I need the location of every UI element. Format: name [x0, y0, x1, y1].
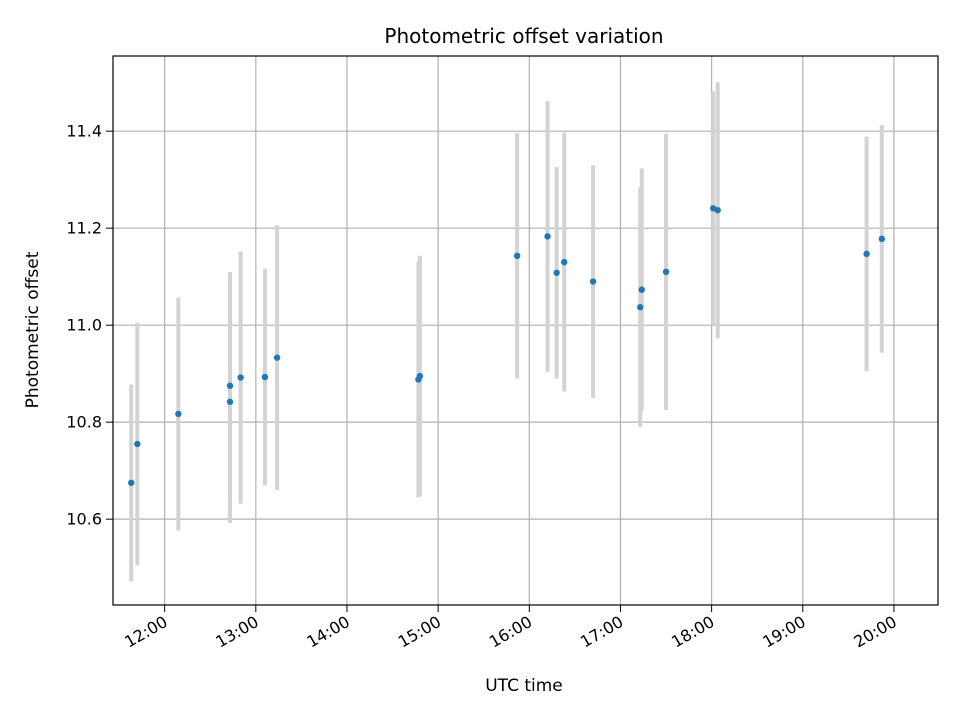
data-point [513, 252, 521, 260]
data-point [226, 398, 234, 405]
data-point [261, 373, 269, 381]
data-point [714, 207, 721, 214]
data-point [662, 268, 670, 276]
x-axis-title: UTC time [485, 676, 563, 696]
data-point [638, 286, 645, 293]
data-point [416, 372, 424, 380]
data-point [561, 258, 568, 266]
data-point [544, 233, 551, 240]
data-point [553, 269, 560, 276]
data-point [237, 374, 244, 381]
data-point [128, 479, 135, 486]
data-point [637, 304, 644, 311]
data-point [863, 250, 870, 258]
data-point [589, 278, 597, 285]
y-tick-label: 11.2 [66, 219, 102, 238]
y-axis-title: Photometric offset [23, 251, 43, 408]
data-point [878, 235, 885, 243]
data-point [175, 410, 182, 418]
data-point [273, 354, 281, 361]
data-point [134, 440, 141, 448]
chart-title: Photometric offset variation [384, 24, 663, 48]
plot-frame [112, 55, 939, 606]
y-tick-label: 11.0 [66, 316, 102, 335]
y-tick-label: 11.4 [66, 122, 102, 141]
y-tick-label: 10.6 [66, 510, 102, 529]
data-point [226, 382, 234, 389]
y-tick-label: 10.8 [66, 413, 102, 432]
